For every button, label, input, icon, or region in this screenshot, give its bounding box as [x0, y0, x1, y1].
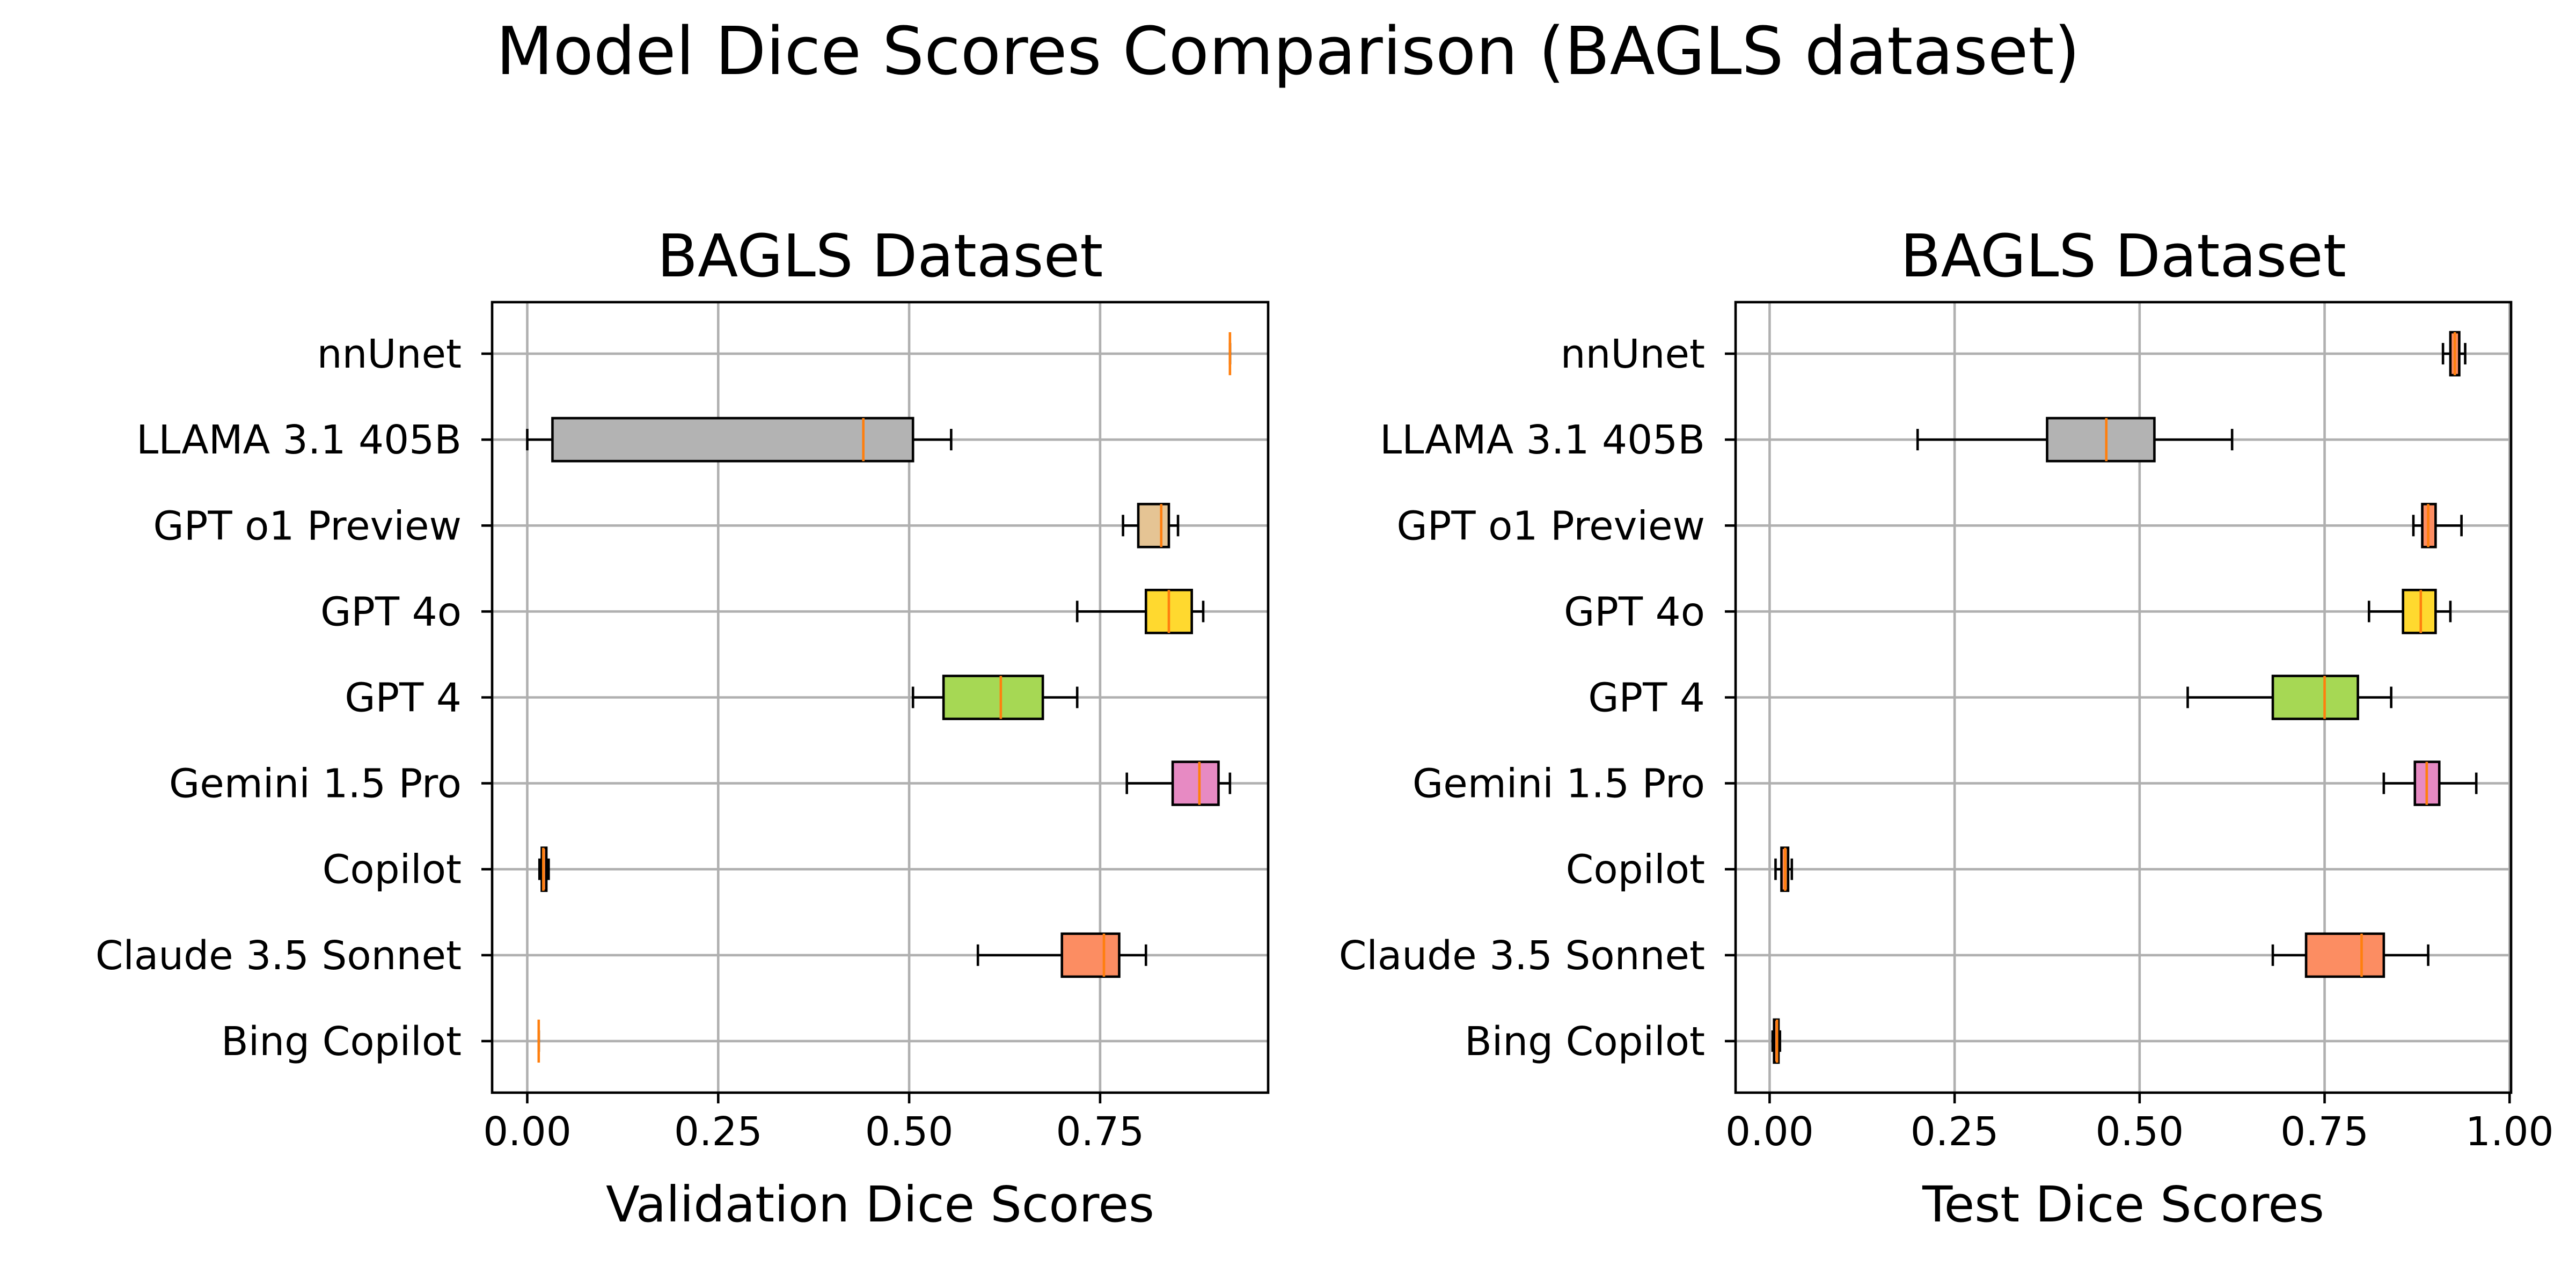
category-label: GPT 4	[345, 675, 462, 721]
box-group	[1122, 502, 1180, 548]
x-axis-label: Validation Dice Scores	[606, 1176, 1154, 1233]
x-tick-label: 0.00	[1725, 1109, 1814, 1155]
box	[2046, 416, 2156, 463]
box-group	[2382, 760, 2478, 806]
x-axis-label: Test Dice Scores	[1922, 1176, 2324, 1233]
category-label: GPT 4o	[1564, 589, 1705, 635]
box-group	[538, 846, 550, 892]
category-label: LLAMA 3.1 405B	[136, 417, 462, 463]
box	[2304, 932, 2385, 978]
box-group	[2186, 675, 2392, 720]
x-tick-label: 1.00	[2465, 1109, 2554, 1155]
box-group	[2441, 331, 2467, 377]
x-tick-label: 0.25	[674, 1109, 763, 1155]
box	[1137, 502, 1170, 548]
box-group	[2271, 932, 2429, 978]
box	[551, 416, 914, 463]
category-label: nnUnet	[317, 331, 462, 377]
test-dice-boxplot: 0.00 0.25 0.50 0.75 1.00 nnUnet LLAMA 3.1 405B…	[1339, 222, 2554, 1233]
x-tick-label: 0.75	[1056, 1109, 1145, 1155]
category-label: Copilot	[323, 847, 462, 893]
category-label: GPT 4o	[320, 589, 462, 635]
box-group	[1771, 1018, 1782, 1064]
box	[1060, 932, 1121, 978]
x-tick-label: 0.25	[1911, 1109, 1999, 1155]
box	[1171, 760, 1220, 806]
category-label: GPT 4	[1588, 675, 1705, 721]
x-tick-label: 0.50	[865, 1109, 954, 1155]
category-label: LLAMA 3.1 405B	[1380, 417, 1705, 463]
box	[942, 675, 1044, 720]
box-group	[2367, 589, 2452, 634]
category-label: Gemini 1.5 Pro	[1413, 761, 1705, 807]
panel-title: BAGLS Dataset	[1900, 222, 2346, 290]
category-label: Claude 3.5 Sonnet	[96, 933, 462, 979]
x-tick-label: 0.50	[2095, 1109, 2184, 1155]
box	[2402, 589, 2437, 634]
category-label: Copilot	[1566, 847, 1705, 893]
category-label: GPT o1 Preview	[153, 503, 462, 549]
box-group	[526, 416, 953, 463]
panel-title: BAGLS Dataset	[657, 222, 1103, 290]
box-group	[2412, 502, 2463, 548]
category-label: GPT o1 Preview	[1396, 503, 1705, 549]
validation-dice-boxplot: 0.00 0.25 0.50 0.75 nnUnet LLAMA 3.1 405B GPT …	[96, 222, 1270, 1233]
box-group	[1075, 589, 1205, 634]
category-label: Gemini 1.5 Pro	[169, 761, 462, 807]
x-tick-label: 0.75	[2280, 1109, 2369, 1155]
box-group	[976, 932, 1147, 978]
box-group	[1774, 846, 1794, 892]
category-label: Claude 3.5 Sonnet	[1339, 933, 1705, 979]
category-label: Bing Copilot	[1465, 1019, 1705, 1065]
box	[2271, 675, 2359, 720]
category-label: Bing Copilot	[221, 1019, 462, 1065]
figure-suptitle: Model Dice Scores Comparison (BAGLS data…	[496, 13, 2080, 90]
category-label: nnUnet	[1561, 331, 1705, 377]
box-group	[1916, 416, 2234, 463]
x-tick-label: 0.00	[483, 1109, 572, 1155]
box-group	[1125, 760, 1232, 806]
box-group	[911, 675, 1079, 720]
